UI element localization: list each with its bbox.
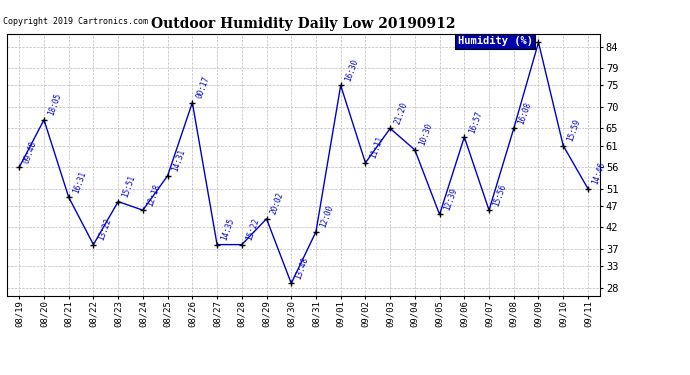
Text: 16:31: 16:31 — [72, 170, 88, 195]
Text: 15:56: 15:56 — [492, 183, 508, 207]
Text: 15:59: 15:59 — [566, 118, 582, 143]
Text: 14:35: 14:35 — [220, 217, 236, 242]
Text: 13:48: 13:48 — [294, 256, 310, 280]
Text: 15:51: 15:51 — [121, 174, 137, 199]
Text: 15:22: 15:22 — [244, 217, 261, 242]
Text: Copyright 2019 Cartronics.com: Copyright 2019 Cartronics.com — [3, 17, 148, 26]
Text: 14:31: 14:31 — [170, 148, 187, 173]
Text: 14:46: 14:46 — [591, 161, 607, 186]
Text: 13:22: 13:22 — [96, 217, 112, 242]
Text: 12:18: 12:18 — [146, 183, 162, 207]
Text: 00:17: 00:17 — [195, 75, 211, 100]
Text: Humidity (%): Humidity (%) — [458, 36, 533, 46]
Text: 21:20: 21:20 — [393, 101, 409, 126]
Text: 12:00: 12:00 — [319, 204, 335, 229]
Text: 16:30: 16:30 — [344, 58, 359, 82]
Text: 20:02: 20:02 — [269, 191, 286, 216]
Text: 11:11: 11:11 — [368, 135, 384, 160]
Text: 18:05: 18:05 — [47, 92, 63, 117]
Text: 10:30: 10:30 — [417, 122, 434, 147]
Title: Outdoor Humidity Daily Low 20190912: Outdoor Humidity Daily Low 20190912 — [151, 17, 456, 31]
Text: 16:08: 16:08 — [517, 101, 533, 126]
Text: 16:57: 16:57 — [467, 110, 484, 134]
Text: 09:48: 09:48 — [22, 140, 39, 164]
Text: 12:39: 12:39 — [442, 187, 459, 212]
